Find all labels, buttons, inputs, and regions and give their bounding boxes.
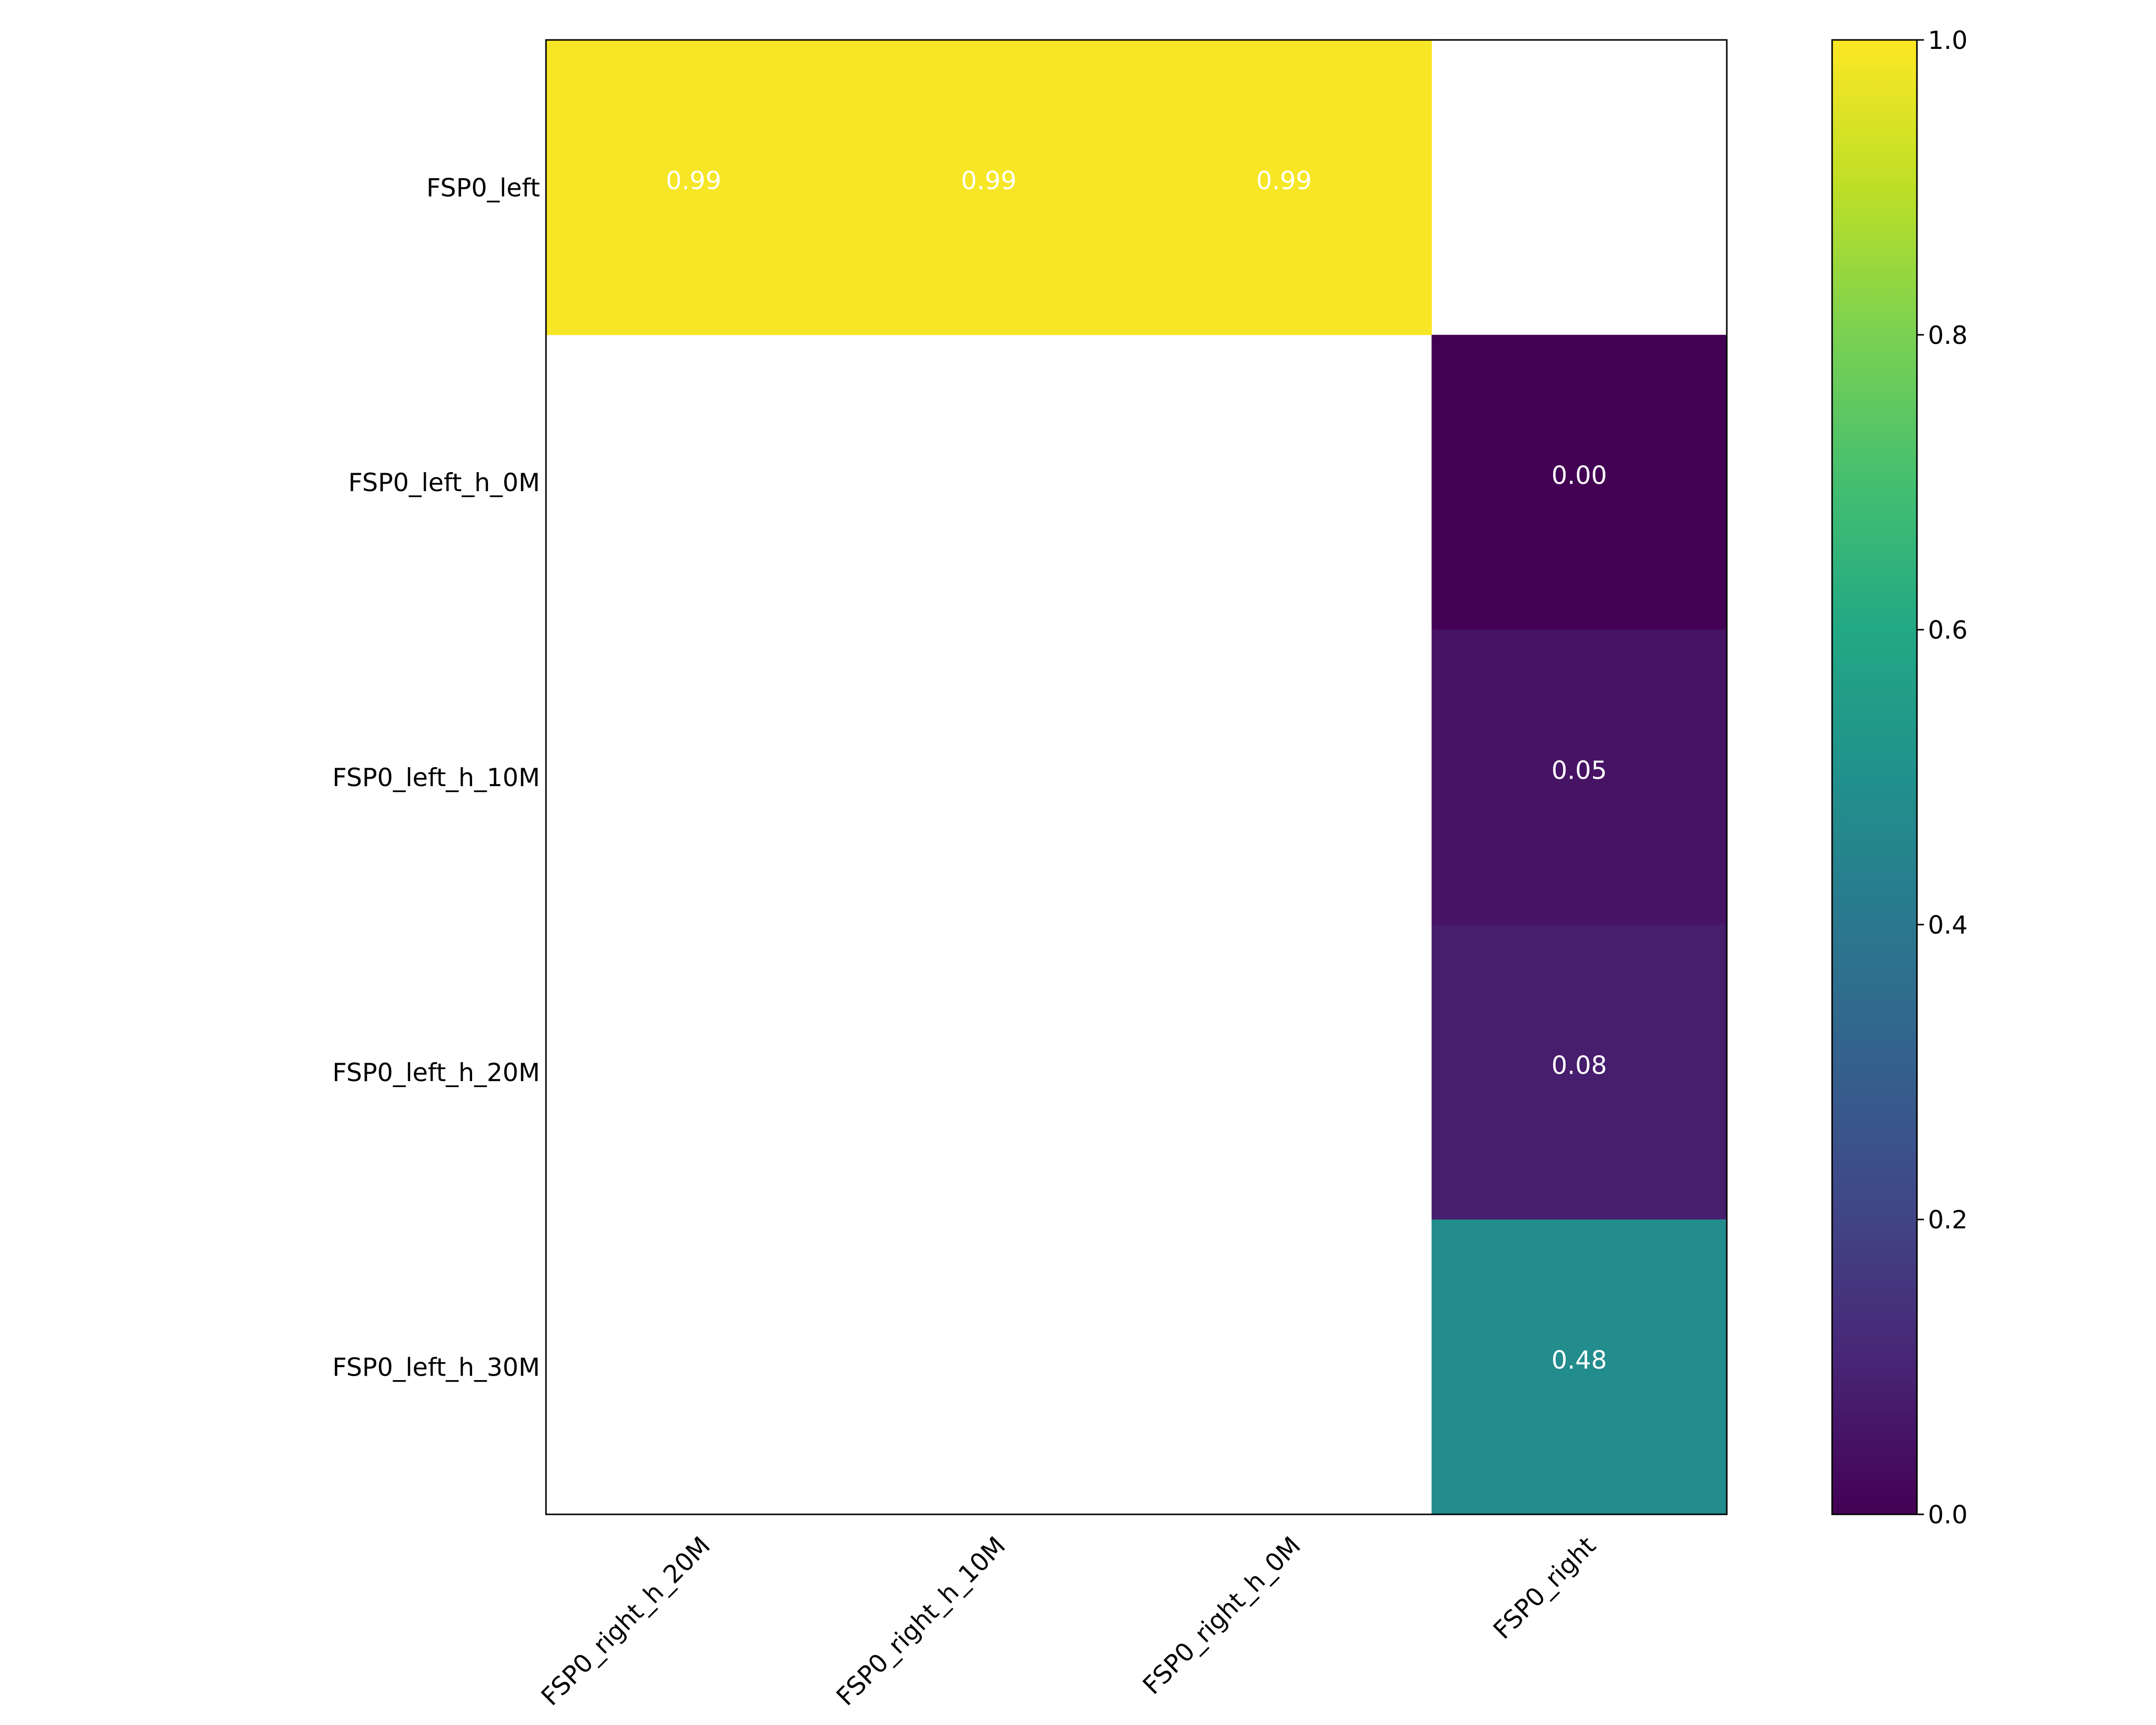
- colorbar-gradient: [1832, 40, 1917, 1514]
- cell-value-label: 0.99: [666, 166, 721, 195]
- y-tick-label: FSP0_left_h_20M: [332, 1058, 540, 1087]
- colorbar: 0.0 0.2 0.4 0.6 0.8 1.0: [1831, 26, 1968, 1529]
- plot-frame: [545, 39, 1728, 1515]
- colorbar-tick-label: 0.0: [1928, 1500, 1968, 1529]
- colorbar-tick-label: 0.2: [1928, 1205, 1968, 1234]
- heatmap-cell: [1431, 334, 1727, 630]
- x-tick-label: FSP0_right_h_20M: [536, 1531, 716, 1711]
- x-tick-label: FSP0_right: [1488, 1531, 1602, 1645]
- heatmap-cell: [841, 40, 1137, 335]
- cell-value-label: 0.48: [1552, 1346, 1607, 1375]
- colorbar-tick-label: 0.8: [1928, 321, 1968, 350]
- colorbar-ticks: 0.0 0.2 0.4 0.6 0.8 1.0: [1917, 26, 1968, 1529]
- heatmap-cell: [546, 40, 841, 335]
- colorbar-tick-label: 1.0: [1928, 26, 1968, 55]
- y-tick-label: FSP0_left_h_10M: [332, 763, 540, 792]
- colorbar-frame: [1831, 39, 1918, 1515]
- colorbar-tick-label: 0.4: [1928, 910, 1968, 939]
- y-tick-label: FSP0_left: [426, 173, 540, 202]
- heatmap-cell-labels: 0.99 0.99 0.99 0.00 0.05 0.08 0.48: [666, 166, 1607, 1375]
- x-tick-label: FSP0_right_h_0M: [1137, 1531, 1306, 1700]
- cell-value-label: 0.99: [1256, 166, 1312, 195]
- heatmap-cell: [1431, 924, 1727, 1220]
- cell-value-label: 0.05: [1552, 756, 1607, 785]
- heatmap-cell: [1136, 40, 1432, 335]
- heatmap-cells: [546, 40, 1727, 1515]
- x-tick-label: FSP0_right_h_10M: [831, 1531, 1011, 1711]
- cell-value-label: 0.99: [961, 166, 1017, 195]
- y-tick-label: FSP0_left_h_30M: [332, 1353, 540, 1382]
- x-axis-ticks: FSP0_right_h_20M FSP0_right_h_10M FSP0_rig…: [536, 1531, 1601, 1711]
- heatmap-cell: [1431, 1219, 1727, 1515]
- heatmap-cell: [1431, 629, 1727, 925]
- y-axis-ticks: FSP0_left FSP0_left_h_0M FSP0_left_h_10M FS…: [332, 173, 540, 1382]
- cell-value-label: 0.08: [1552, 1051, 1607, 1080]
- cell-value-label: 0.00: [1552, 461, 1607, 490]
- colorbar-tick-label: 0.6: [1928, 616, 1968, 645]
- y-tick-label: FSP0_left_h_0M: [348, 468, 540, 497]
